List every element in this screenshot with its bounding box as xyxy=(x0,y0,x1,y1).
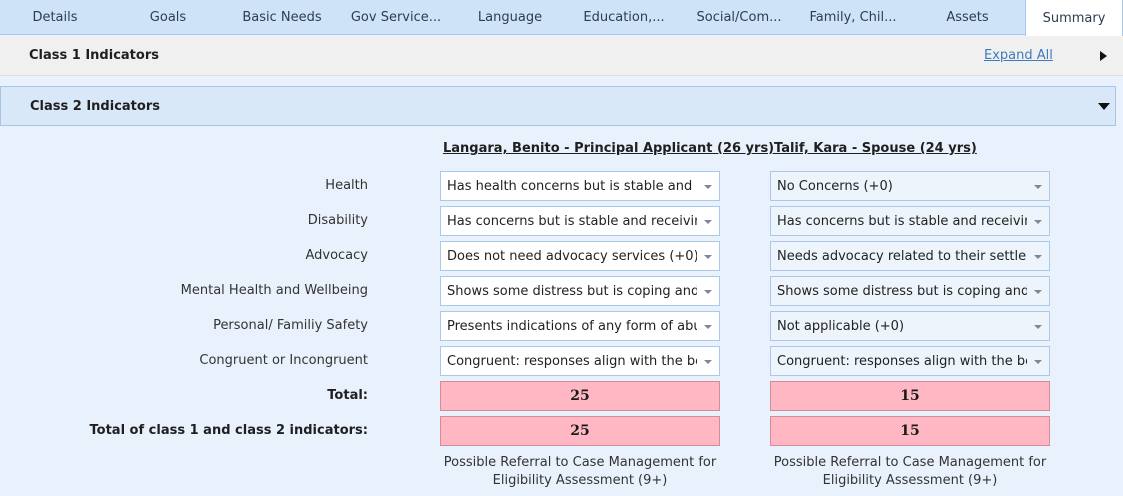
advocacy-select-principal[interactable]: Does not need advocacy services (+0) xyxy=(440,241,720,271)
grand-total-label: Total of class 1 and class 2 indicators: xyxy=(89,423,368,438)
tab-assets[interactable]: Assets xyxy=(946,10,989,25)
row-label-advocacy: Advocacy xyxy=(305,248,368,263)
congruent-select-spouse[interactable]: Congruent: responses align with the be xyxy=(770,346,1050,376)
tab-goals[interactable]: Goals xyxy=(149,10,187,25)
select-value: Has concerns but is stable and receiving xyxy=(447,213,697,229)
grand-total-score-principal: 25 xyxy=(440,416,720,446)
select-value: Needs advocacy related to their settlem xyxy=(777,248,1027,264)
select-value: Congruent: responses align with the be xyxy=(777,353,1027,369)
total-score-spouse: 15 xyxy=(770,381,1050,411)
collapse-arrow-icon[interactable] xyxy=(1098,103,1110,110)
class2-section-header[interactable]: Class 2 Indicators xyxy=(0,86,1116,126)
tab-family-children[interactable]: Family, Chil... xyxy=(809,10,897,25)
tab-summary[interactable]: Summary xyxy=(1025,0,1123,36)
dropdown-caret-icon xyxy=(704,185,712,189)
dropdown-caret-icon xyxy=(1034,325,1042,329)
mental-health-select-spouse[interactable]: Shows some distress but is coping and xyxy=(770,276,1050,306)
dropdown-caret-icon xyxy=(1034,290,1042,294)
congruent-select-principal[interactable]: Congruent: responses align with the be xyxy=(440,346,720,376)
select-value: Does not need advocacy services (+0) xyxy=(447,248,697,264)
tab-social-community[interactable]: Social/Com... xyxy=(696,10,782,25)
referral-note-spouse: Possible Referral to Case Management for… xyxy=(773,455,1047,488)
health-select-spouse[interactable]: No Concerns (+0) xyxy=(770,171,1050,201)
disability-select-principal[interactable]: Has concerns but is stable and receiving xyxy=(440,206,720,236)
total-label: Total: xyxy=(327,388,368,403)
class1-title: Class 1 Indicators xyxy=(29,48,159,63)
row-label-mental-health: Mental Health and Wellbeing xyxy=(180,283,368,298)
dropdown-caret-icon xyxy=(1034,360,1042,364)
select-value: Not applicable (+0) xyxy=(777,318,905,334)
row-label-disability: Disability xyxy=(307,213,368,228)
tab-basic-needs[interactable]: Basic Needs xyxy=(242,10,322,25)
dropdown-caret-icon xyxy=(704,325,712,329)
grand-total-score-spouse: 15 xyxy=(770,416,1050,446)
dropdown-caret-icon xyxy=(704,255,712,259)
tab-language[interactable]: Language xyxy=(477,10,543,25)
class1-section-header[interactable]: Class 1 Indicators Expand All xyxy=(0,36,1123,76)
select-value: Presents indications of any form of abus xyxy=(447,318,697,334)
disability-select-spouse[interactable]: Has concerns but is stable and receiving xyxy=(770,206,1050,236)
dropdown-caret-icon xyxy=(1034,185,1042,189)
dropdown-caret-icon xyxy=(704,290,712,294)
safety-select-spouse[interactable]: Not applicable (+0) xyxy=(770,311,1050,341)
advocacy-select-spouse[interactable]: Needs advocacy related to their settlem xyxy=(770,241,1050,271)
select-value: No Concerns (+0) xyxy=(777,178,893,194)
select-value: Has concerns but is stable and receiving xyxy=(777,213,1027,229)
person-header-spouse: Talif, Kara - Spouse (24 yrs) xyxy=(774,141,977,156)
dropdown-caret-icon xyxy=(1034,255,1042,259)
select-value: Has health concerns but is stable and m xyxy=(447,178,697,194)
person-header-principal: Langara, Benito - Principal Applicant (2… xyxy=(443,141,775,156)
tab-bar: Details Goals Basic Needs Gov Service...… xyxy=(0,0,1123,36)
referral-note-principal: Possible Referral to Case Management for… xyxy=(443,455,717,488)
total-score-principal: 25 xyxy=(440,381,720,411)
expand-arrow-icon[interactable] xyxy=(1100,51,1107,61)
dropdown-caret-icon xyxy=(1034,220,1042,224)
dropdown-caret-icon xyxy=(704,360,712,364)
tab-gov-services[interactable]: Gov Service... xyxy=(350,10,442,25)
select-value: Congruent: responses align with the be xyxy=(447,353,697,369)
row-label-health: Health xyxy=(325,178,368,193)
tab-education[interactable]: Education,... xyxy=(583,10,665,25)
safety-select-principal[interactable]: Presents indications of any form of abus xyxy=(440,311,720,341)
select-value: Shows some distress but is coping and xyxy=(447,283,697,299)
tab-details[interactable]: Details xyxy=(32,10,78,25)
class2-title: Class 2 Indicators xyxy=(30,99,160,114)
mental-health-select-principal[interactable]: Shows some distress but is coping and xyxy=(440,276,720,306)
row-label-safety: Personal/ Familiy Safety xyxy=(213,318,368,333)
row-label-congruent: Congruent or Incongruent xyxy=(199,353,368,368)
expand-all-link[interactable]: Expand All xyxy=(984,48,1053,63)
dropdown-caret-icon xyxy=(704,220,712,224)
select-value: Shows some distress but is coping and xyxy=(777,283,1027,299)
health-select-principal[interactable]: Has health concerns but is stable and m xyxy=(440,171,720,201)
